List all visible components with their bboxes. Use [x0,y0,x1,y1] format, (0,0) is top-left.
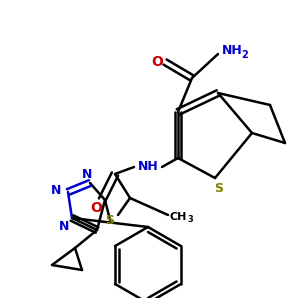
Text: O: O [151,55,163,69]
Text: S: S [106,213,115,226]
Text: N: N [82,168,92,181]
Text: NH: NH [138,161,158,173]
Text: S: S [214,181,224,195]
Text: N: N [59,220,69,232]
Text: 2: 2 [241,50,248,60]
Text: NH: NH [222,44,243,58]
Text: N: N [51,184,61,196]
Text: CH: CH [170,212,188,222]
Text: O: O [90,201,102,215]
Text: 3: 3 [187,215,193,224]
